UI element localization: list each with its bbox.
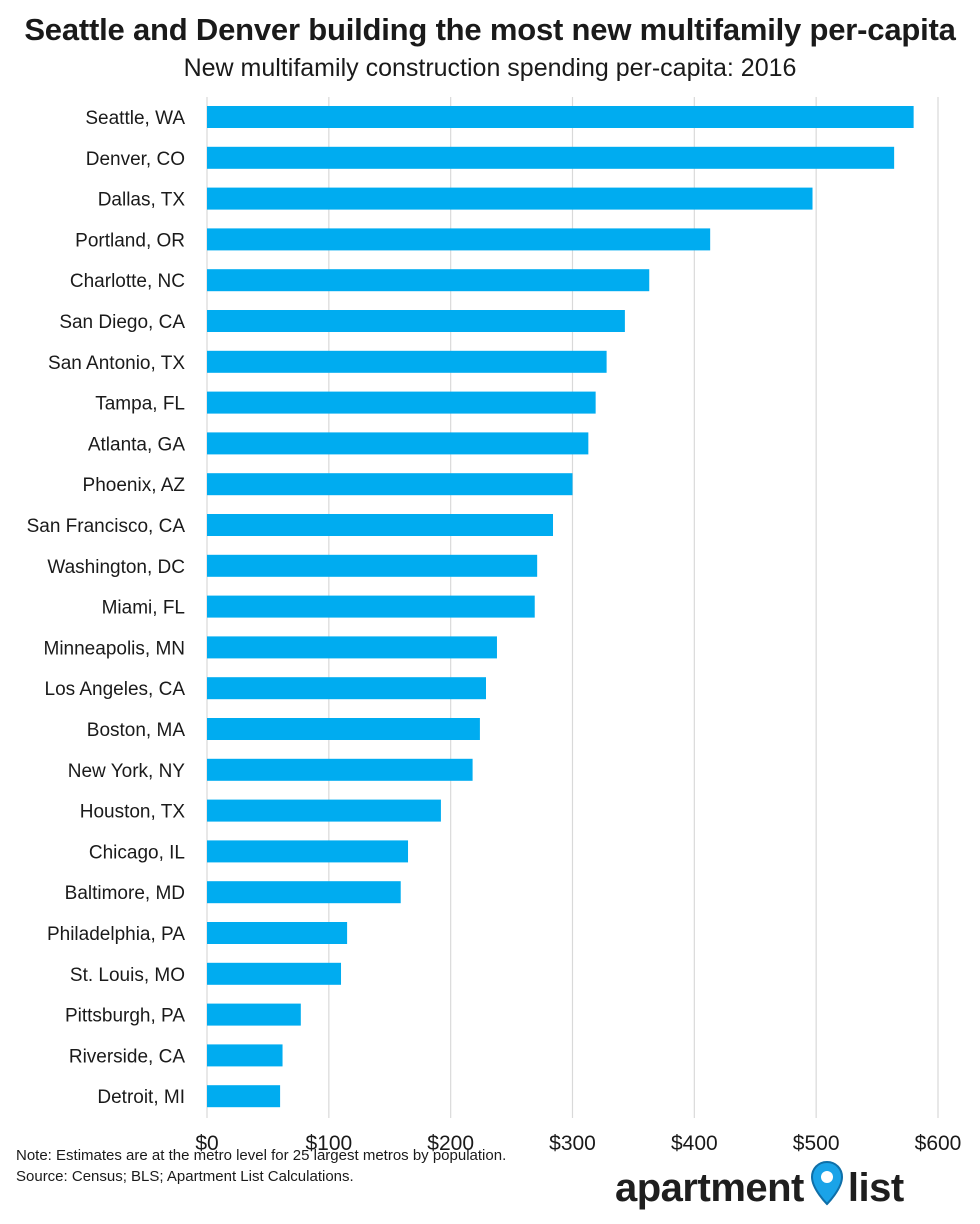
category-label: Riverside, CA: [69, 1046, 185, 1067]
bar: [207, 922, 348, 944]
category-label: Charlotte, NC: [70, 271, 185, 292]
category-label: Seattle, WA: [85, 108, 185, 129]
chart-title: Seattle and Denver building the most new…: [24, 12, 956, 47]
category-label: St. Louis, MO: [70, 965, 185, 986]
bar: [207, 391, 596, 414]
category-label: Minneapolis, MN: [44, 638, 186, 659]
bar: [207, 432, 589, 455]
bar: [207, 146, 895, 169]
category-label: Baltimore, MD: [65, 883, 185, 904]
category-label: Boston, MA: [87, 720, 186, 741]
bar: [207, 187, 813, 210]
x-tick-label: $500: [793, 1132, 840, 1155]
x-axis-tick-labels: $0 $100 $200 $300 $400 $500 $600: [195, 1132, 961, 1155]
category-label: Chicago, IL: [89, 842, 185, 863]
bar: [207, 350, 607, 373]
footnote: Note: Estimates are at the metro level f…: [16, 1145, 506, 1187]
bars: [207, 106, 914, 1108]
note-line: Note: Estimates are at the metro level f…: [16, 1147, 507, 1164]
bar: [207, 718, 480, 740]
category-label: Miami, FL: [102, 598, 185, 619]
category-label: Portland, OR: [75, 230, 185, 251]
bar: [207, 758, 473, 781]
x-tick-label: $600: [915, 1132, 962, 1155]
bar: [207, 473, 573, 496]
bar: [207, 1003, 301, 1026]
x-tick-label: $400: [671, 1132, 718, 1155]
category-label: Pittsburgh, PA: [65, 1006, 185, 1027]
category-label: New York, NY: [68, 761, 186, 782]
bar: [207, 799, 441, 822]
category-label: Phoenix, AZ: [83, 475, 186, 496]
category-label: Houston, TX: [80, 802, 186, 823]
category-label: Detroit, MI: [97, 1087, 185, 1108]
category-label: Atlanta, GA: [88, 434, 185, 455]
x-tick-label: $300: [549, 1132, 596, 1155]
chart-subtitle: New multifamily construction spending pe…: [183, 54, 797, 82]
bar: [207, 677, 486, 700]
bar: [207, 595, 535, 618]
bar: [207, 1044, 283, 1067]
bar: [207, 1085, 281, 1108]
bar: [207, 840, 409, 863]
category-label: Denver, CO: [86, 149, 185, 170]
logo-text-apartment: apartment: [615, 1165, 804, 1210]
bar: [207, 106, 914, 128]
x-tick-label: $100: [305, 1132, 352, 1155]
source-line: Source: Census; BLS; Apartment List Calc…: [16, 1168, 354, 1185]
category-labels: Seattle, WA Denver, CO Dallas, TX Portland,…: [27, 108, 186, 1108]
bar: [207, 310, 625, 332]
category-label: San Antonio, TX: [48, 353, 185, 374]
category-label: Dallas, TX: [98, 190, 186, 211]
bar: [207, 636, 497, 659]
bar: [207, 514, 554, 536]
category-label: Los Angeles, CA: [45, 679, 186, 700]
category-label: San Francisco, CA: [27, 516, 186, 537]
map-pin-icon: [810, 1160, 844, 1216]
bar: [207, 881, 401, 904]
logo-text-list: list: [847, 1165, 904, 1210]
x-tick-label: $200: [427, 1132, 474, 1155]
bar: [207, 962, 342, 985]
category-label: San Diego, CA: [59, 312, 185, 333]
category-label: Washington, DC: [47, 557, 185, 578]
bar: [207, 228, 711, 251]
category-label: Philadelphia, PA: [47, 924, 185, 945]
apartment-list-logo: apartment list: [615, 1158, 904, 1218]
x-tick-label: $0: [195, 1132, 218, 1155]
bar: [207, 554, 538, 577]
category-label: Tampa, FL: [95, 394, 185, 415]
bar: [207, 269, 650, 292]
